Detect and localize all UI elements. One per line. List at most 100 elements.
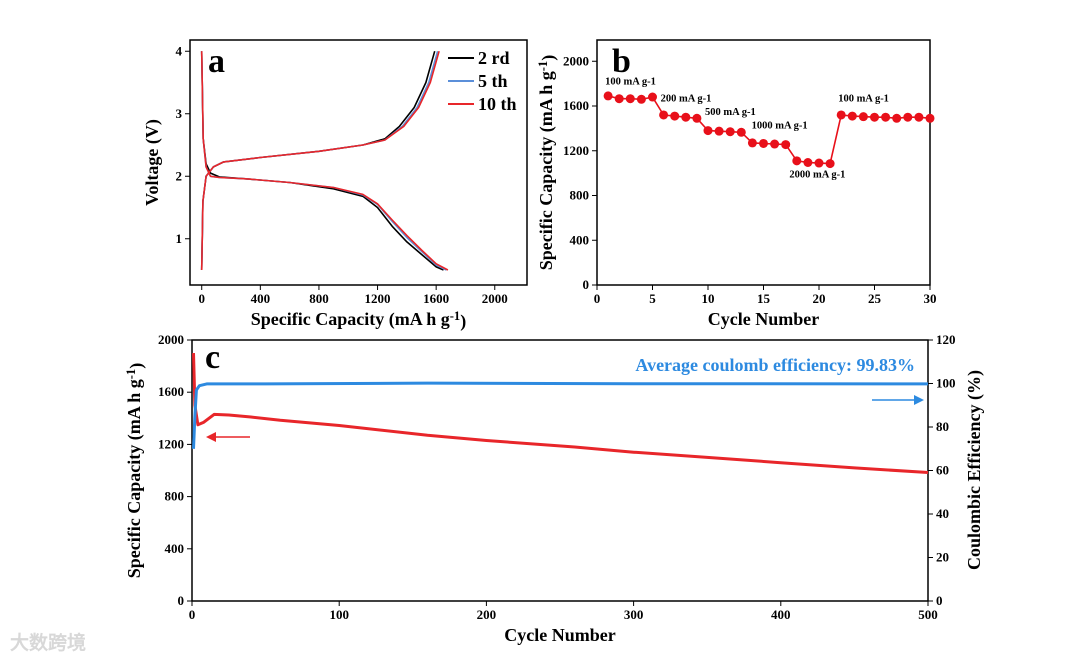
- data-point: [747, 138, 757, 148]
- data-point: [847, 111, 857, 121]
- x-tick-label: 15: [757, 291, 771, 306]
- x-tick-label: 5: [649, 291, 656, 306]
- data-point: [781, 140, 791, 150]
- data-point: [603, 91, 613, 101]
- y-axis-label: Specific Capacity (mA h g-1): [536, 55, 559, 270]
- x-tick-label: 2000: [482, 291, 508, 306]
- discharge-curve-2rd: [200, 51, 444, 271]
- data-point: [903, 112, 913, 122]
- x-axis-label: Cycle Number: [504, 625, 615, 645]
- y-tick-label: 1600: [158, 384, 184, 399]
- y-tick-label: 1200: [563, 143, 589, 158]
- data-point: [914, 112, 924, 122]
- efficiency-series: [192, 381, 929, 449]
- data-point: [670, 111, 680, 121]
- legend-label: 5 th: [478, 71, 508, 91]
- watermark-logo: 大数跨境: [10, 632, 87, 654]
- legend-label: 10 th: [478, 94, 517, 114]
- y-tick-label: 800: [570, 188, 590, 203]
- y-tick-label: 0: [583, 277, 590, 292]
- legend-label: 2 rd: [478, 48, 510, 68]
- data-point: [925, 113, 935, 123]
- x-tick-label: 500: [918, 607, 938, 622]
- x-tick-label: 400: [771, 607, 791, 622]
- y2-tick-label: 20: [936, 550, 949, 565]
- efficiency-annotation: Average coulomb efficiency: 99.83%: [635, 355, 915, 375]
- plot-frame-a: [189, 39, 528, 286]
- panel-label-c: c: [205, 339, 220, 376]
- y-tick-label: 2000: [563, 53, 589, 68]
- y-tick-label: 2: [176, 168, 183, 183]
- x-tick-label: 10: [702, 291, 715, 306]
- x-tick-label: 0: [189, 607, 196, 622]
- y-tick-label: 1200: [158, 436, 184, 451]
- y-axis-label: Specific Capacity (mA h g-1): [124, 363, 147, 578]
- rate-annotation: 100 mA g-1: [838, 94, 889, 105]
- y-tick-label: 2000: [158, 332, 184, 347]
- y-tick-label: 1: [176, 231, 183, 246]
- x-axis-label: Specific Capacity (mA h g-1): [251, 309, 466, 332]
- x-tick-label: 25: [868, 291, 882, 306]
- y2-tick-label: 0: [936, 593, 943, 608]
- y2-tick-label: 60: [936, 463, 949, 478]
- data-point: [725, 127, 735, 137]
- y2-tick-label: 100: [936, 376, 956, 391]
- data-point: [736, 127, 746, 137]
- data-point: [692, 113, 702, 123]
- left-arrow-head: [206, 432, 216, 442]
- data-point: [681, 112, 691, 122]
- y-tick-label: 3: [176, 106, 183, 121]
- data-point: [614, 94, 624, 104]
- y2-tick-label: 80: [936, 419, 949, 434]
- data-point: [836, 110, 846, 120]
- data-point: [892, 113, 902, 123]
- rate-annotation: 100 mA g-1: [605, 77, 656, 88]
- y2-tick-label: 120: [936, 332, 956, 347]
- y-tick-label: 1600: [563, 98, 589, 113]
- rate-annotation: 200 mA g-1: [661, 94, 712, 105]
- panel-label-b: b: [612, 43, 631, 80]
- data-point: [636, 94, 646, 104]
- capacity-series: [192, 353, 929, 474]
- x-tick-label: 20: [813, 291, 826, 306]
- data-point: [858, 112, 868, 122]
- data-point: [659, 110, 669, 120]
- data-point: [770, 139, 780, 149]
- data-point: [759, 138, 768, 148]
- panel-label-a: a: [208, 43, 225, 80]
- x-tick-label: 400: [251, 291, 271, 306]
- discharge-curve-10th: [200, 51, 449, 271]
- charge-curve-10th: [200, 50, 440, 271]
- x-tick-label: 1200: [365, 291, 391, 306]
- x-tick-label: 300: [624, 607, 644, 622]
- data-point: [625, 94, 635, 104]
- plot-frame-c: [191, 339, 929, 602]
- data-point: [870, 112, 879, 122]
- x-axis-label: Cycle Number: [708, 309, 819, 329]
- x-tick-label: 0: [198, 291, 205, 306]
- data-point: [648, 92, 657, 102]
- x-tick-label: 30: [924, 291, 937, 306]
- x-tick-label: 1600: [423, 291, 449, 306]
- data-point: [803, 158, 813, 167]
- rate-annotation: 2000 mA g-1: [789, 170, 845, 181]
- y2-axis-label: Coulombic Efficiency (%): [964, 370, 985, 570]
- rate-annotation: 1000 mA g-1: [752, 120, 808, 131]
- rate-annotation: 500 mA g-1: [705, 107, 756, 118]
- x-tick-label: 200: [477, 607, 497, 622]
- y-tick-label: 4: [176, 43, 183, 58]
- x-tick-label: 800: [309, 291, 329, 306]
- x-tick-label: 0: [594, 291, 601, 306]
- y-tick-label: 800: [165, 489, 185, 504]
- data-point: [825, 159, 835, 169]
- y2-tick-label: 40: [936, 506, 949, 521]
- data-point: [881, 112, 891, 122]
- y-tick-label: 0: [178, 593, 185, 608]
- data-point: [703, 126, 713, 136]
- data-point: [814, 158, 824, 168]
- data-point: [792, 156, 802, 166]
- y-tick-label: 400: [165, 541, 185, 556]
- right-arrow-head: [914, 395, 924, 405]
- data-point: [714, 126, 724, 136]
